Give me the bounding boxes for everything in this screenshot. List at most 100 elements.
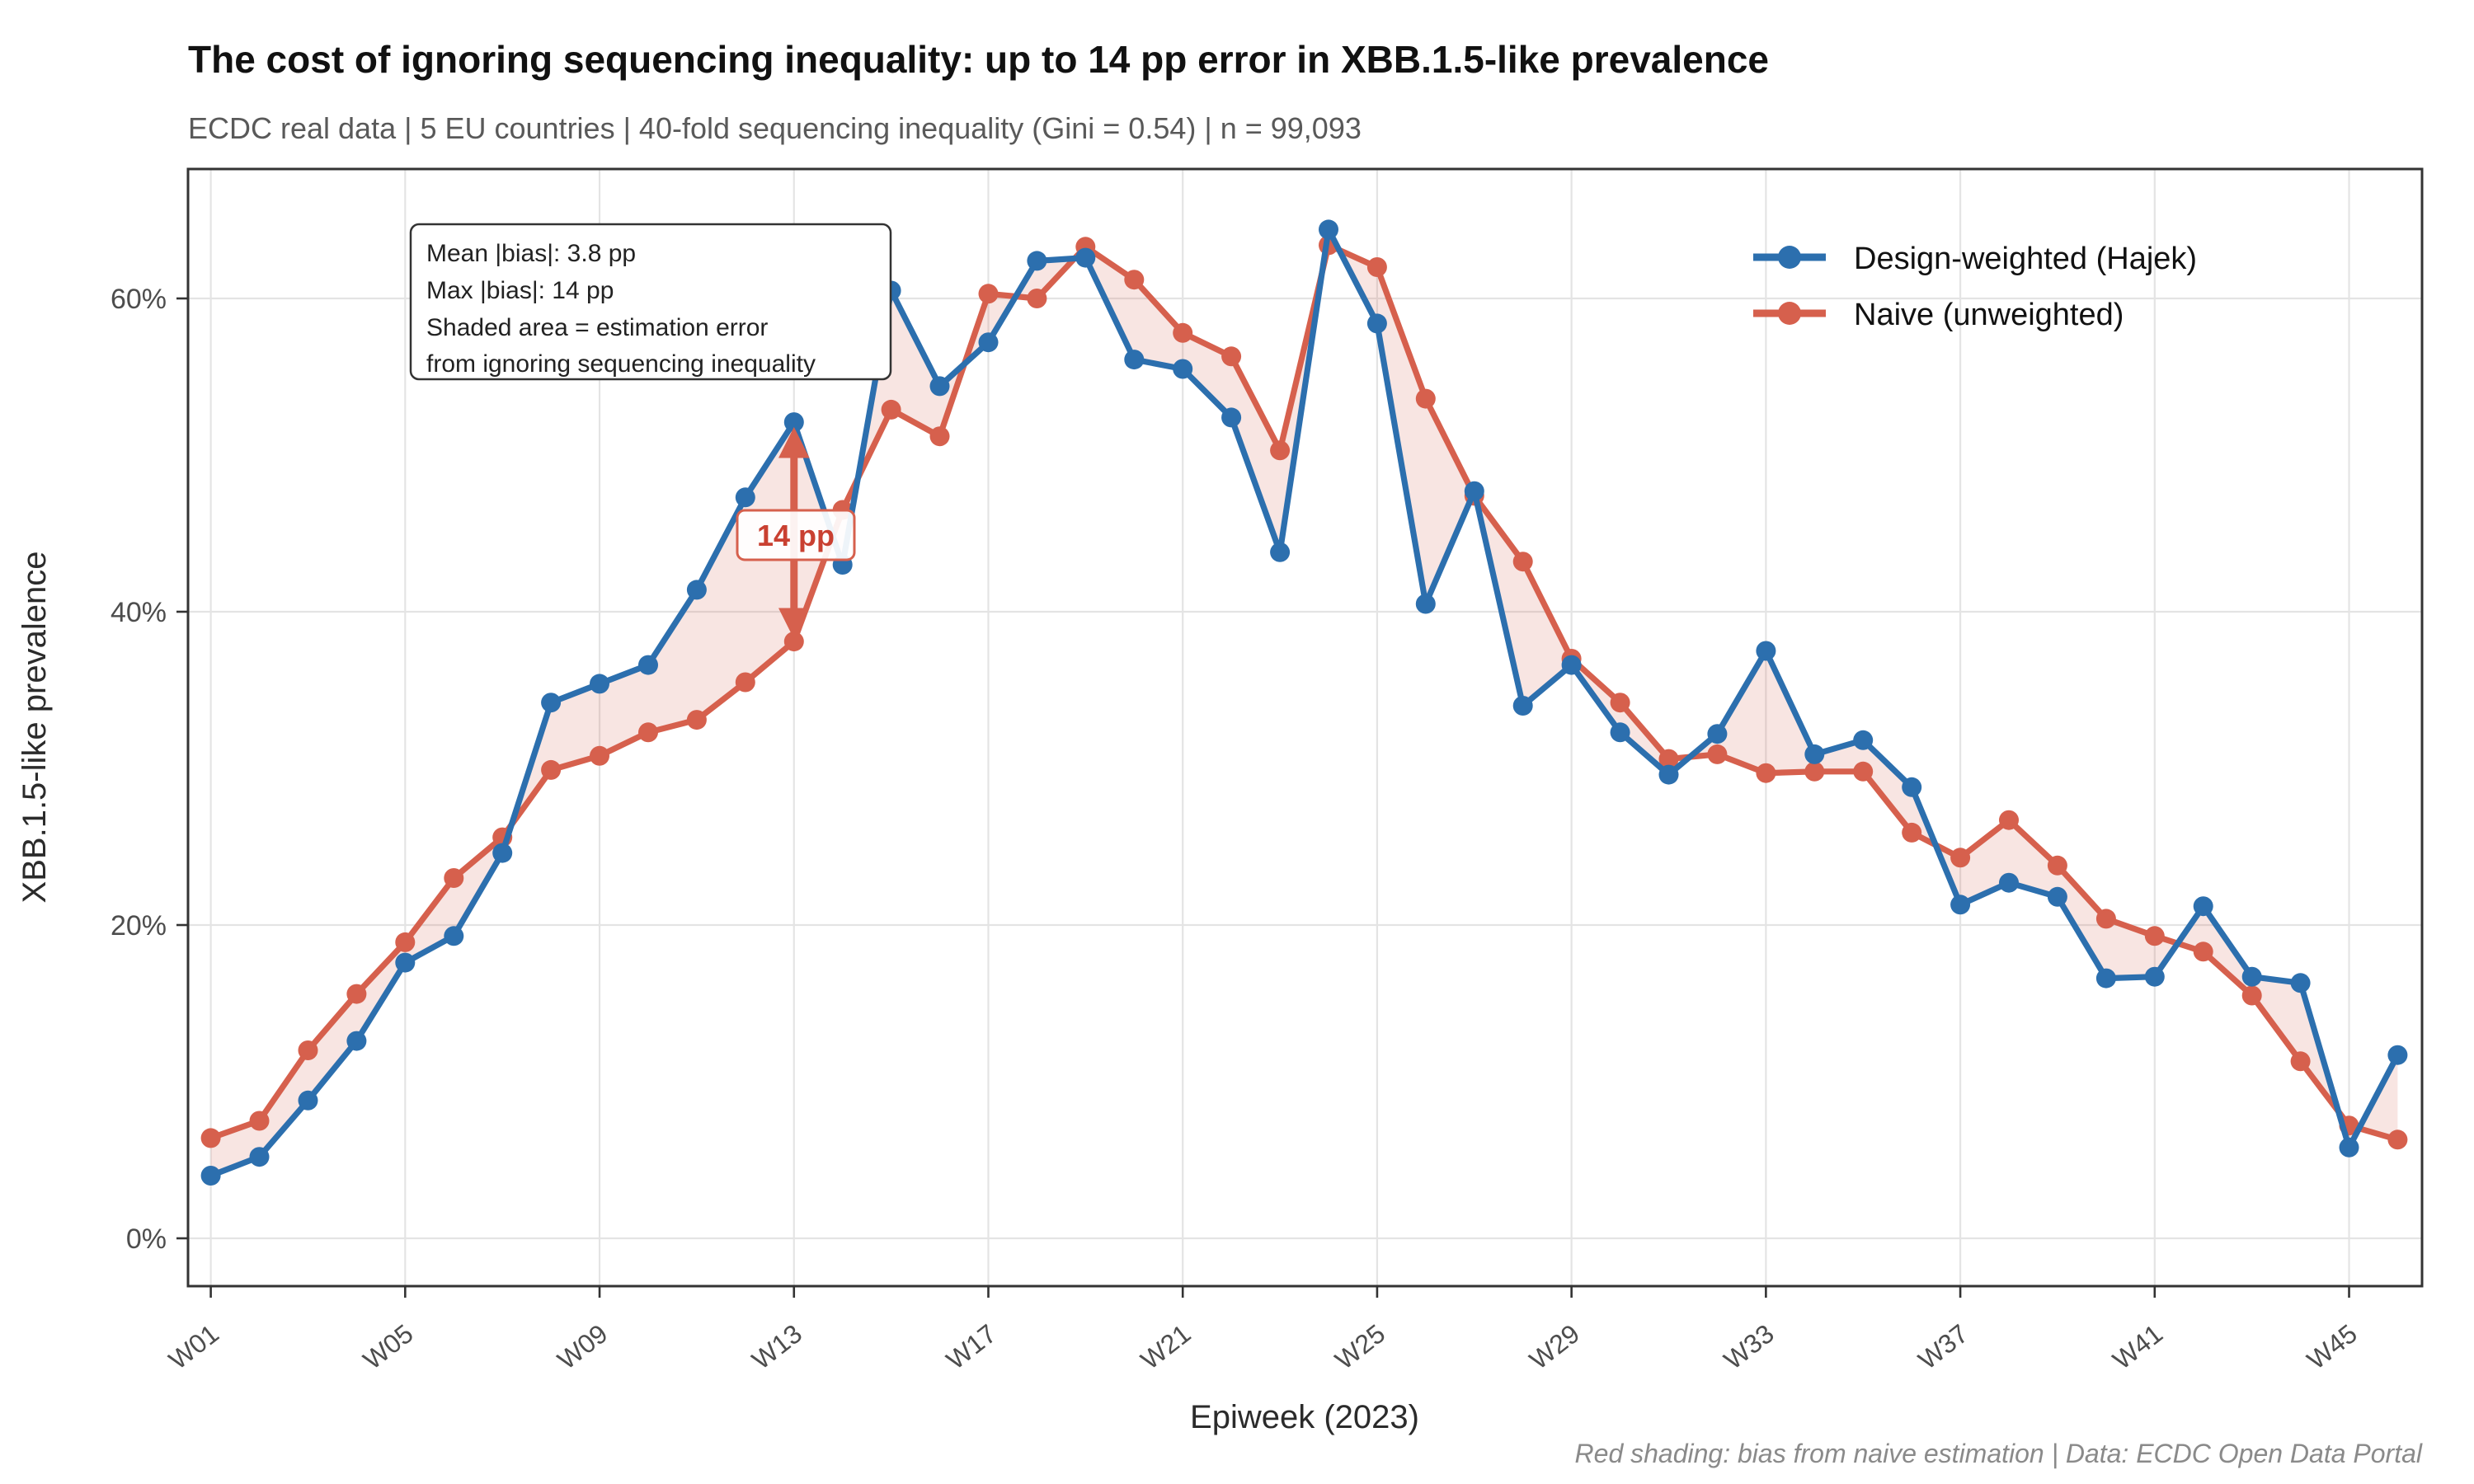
page-subtitle: ECDC real data | 5 EU countries | 40-fol… bbox=[188, 111, 1362, 145]
data-point bbox=[395, 932, 416, 952]
data-point bbox=[929, 376, 950, 397]
bias-label: 14 pp bbox=[757, 519, 835, 552]
x-tick-label: W29 bbox=[1524, 1318, 1585, 1375]
data-point bbox=[978, 332, 999, 353]
x-tick-label: W37 bbox=[1912, 1318, 1973, 1375]
data-point bbox=[929, 426, 950, 447]
data-point bbox=[200, 1166, 221, 1186]
data-point bbox=[2290, 973, 2311, 993]
x-tick-label: W25 bbox=[1329, 1318, 1390, 1375]
data-point bbox=[1173, 359, 1193, 379]
bias-band-polygon bbox=[210, 229, 2398, 1176]
data-point bbox=[1999, 810, 2019, 830]
data-point bbox=[2290, 1051, 2311, 1072]
caption: Red shading: bias from naive estimation … bbox=[1575, 1439, 2423, 1468]
y-tick-label: 40% bbox=[111, 597, 167, 628]
x-tick-label: W01 bbox=[163, 1318, 224, 1375]
stats-annotation-border bbox=[409, 223, 892, 381]
data-point bbox=[1756, 763, 1776, 783]
data-point bbox=[2387, 1129, 2408, 1150]
data-point bbox=[590, 674, 609, 694]
data-point bbox=[1221, 346, 1242, 367]
data-point bbox=[638, 722, 658, 743]
data-point bbox=[200, 1128, 221, 1148]
data-point bbox=[1366, 313, 1387, 334]
bias-annotation: 14 pp bbox=[736, 426, 856, 640]
x-axis-title: Epiweek (2023) bbox=[1190, 1399, 1419, 1435]
data-point bbox=[1853, 761, 1874, 782]
series-line bbox=[208, 226, 2401, 1179]
data-point bbox=[1658, 764, 1679, 785]
legend-label-naive: Naive (unweighted) bbox=[1854, 298, 2124, 332]
data-point bbox=[1464, 481, 1484, 501]
data-point bbox=[1512, 696, 1533, 716]
data-point bbox=[541, 759, 562, 780]
legend-point-design-icon bbox=[1778, 246, 1801, 269]
y-axis-title: XBB.1.5-like prevalence bbox=[16, 552, 53, 904]
legend-entry-naive: Naive (unweighted) bbox=[1753, 298, 2124, 332]
data-point bbox=[686, 710, 707, 730]
x-tick-label: W09 bbox=[552, 1318, 613, 1375]
y-tick-label: 60% bbox=[111, 284, 167, 315]
data-point bbox=[1756, 641, 1776, 661]
data-point bbox=[1707, 744, 1728, 764]
x-tick-label: W17 bbox=[941, 1318, 1002, 1375]
data-point bbox=[346, 984, 367, 1004]
data-point bbox=[1804, 744, 1825, 764]
data-point bbox=[541, 693, 562, 713]
bias-label-box bbox=[736, 509, 856, 561]
data-point bbox=[2193, 896, 2213, 917]
data-point bbox=[1027, 251, 1047, 271]
page-title: The cost of ignoring sequencing inequali… bbox=[188, 38, 1769, 81]
annotation-line-4: from ignoring sequencing inequality bbox=[426, 350, 816, 378]
data-point bbox=[1999, 872, 2019, 893]
data-point bbox=[735, 487, 755, 508]
data-point bbox=[298, 1040, 318, 1060]
legend: Design-weighted (Hajek) Naive (unweighte… bbox=[1753, 242, 2197, 332]
data-point bbox=[978, 284, 999, 304]
series-line bbox=[208, 242, 2401, 1143]
data-point bbox=[783, 632, 804, 652]
data-point bbox=[1173, 322, 1193, 343]
data-point bbox=[1610, 722, 1630, 743]
legend-label-design: Design-weighted (Hajek) bbox=[1854, 242, 2197, 276]
x-tick-label: W45 bbox=[2302, 1318, 2363, 1375]
data-point bbox=[444, 868, 464, 888]
data-point bbox=[395, 952, 416, 973]
data-point bbox=[2144, 966, 2165, 987]
data-point bbox=[1950, 848, 1971, 868]
data-point bbox=[2241, 985, 2262, 1006]
data-point bbox=[298, 1090, 318, 1111]
y-tick-label: 20% bbox=[111, 910, 167, 942]
annotation-line-3: Shaded area = estimation error bbox=[426, 314, 768, 341]
data-point bbox=[1512, 552, 1533, 572]
data-point bbox=[2193, 942, 2213, 962]
data-point bbox=[1270, 542, 1291, 562]
data-point bbox=[1366, 257, 1387, 277]
data-point bbox=[2144, 926, 2165, 946]
data-point bbox=[2095, 909, 2116, 929]
data-point bbox=[1950, 895, 1971, 915]
data-point bbox=[1270, 440, 1291, 461]
data-point bbox=[1610, 693, 1630, 713]
data-point bbox=[346, 1031, 367, 1051]
data-point bbox=[1124, 270, 1145, 290]
x-tick-label: W33 bbox=[1719, 1318, 1780, 1375]
data-point bbox=[1124, 350, 1145, 370]
data-point bbox=[2095, 968, 2116, 989]
data-point bbox=[638, 655, 658, 675]
annotation-line-1: Mean |bias|: 3.8 pp bbox=[426, 240, 636, 267]
data-point bbox=[444, 926, 464, 946]
y-tick-label: 0% bbox=[126, 1223, 167, 1255]
stats-annotation-box: Mean |bias|: 3.8 pp Max |bias|: 14 pp Sh… bbox=[409, 223, 892, 381]
x-tick-label: W05 bbox=[358, 1318, 419, 1375]
panel-border bbox=[186, 167, 2424, 1288]
data-point bbox=[1415, 594, 1436, 614]
data-point bbox=[590, 745, 609, 766]
data-point bbox=[1804, 761, 1825, 782]
data-point bbox=[686, 580, 707, 600]
data-point bbox=[1319, 219, 1338, 240]
data-point bbox=[1902, 822, 1922, 843]
